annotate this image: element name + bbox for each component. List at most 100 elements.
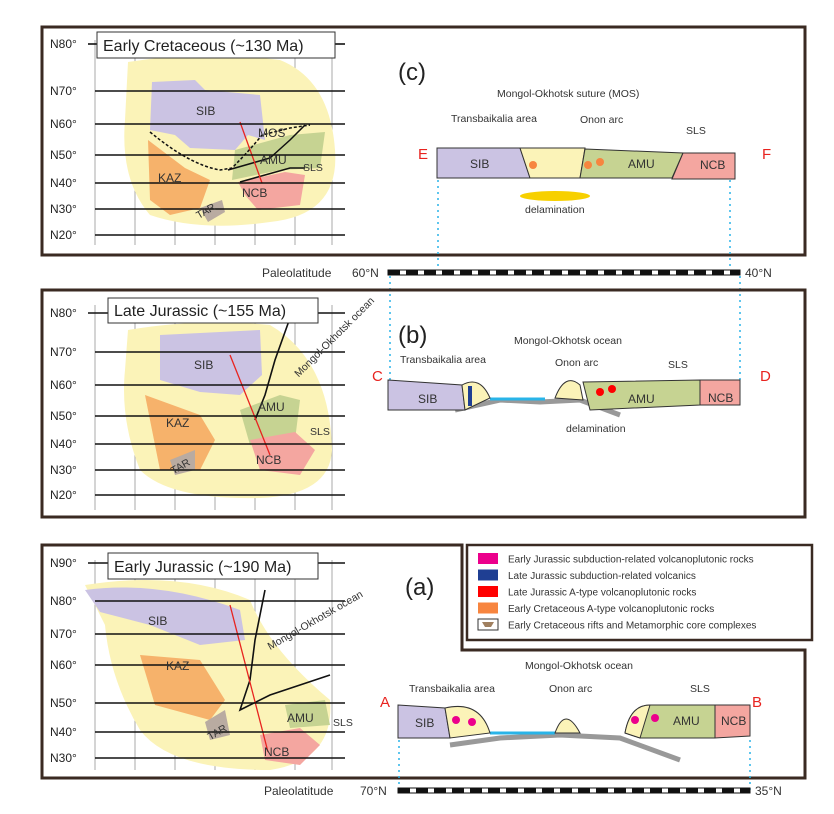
lat-label: N20° <box>50 488 77 502</box>
section-label-onon: Onon arc <box>549 683 592 695</box>
tar-block <box>200 200 225 222</box>
kaz-block <box>148 140 210 215</box>
map-label-sib: SIB <box>196 104 215 118</box>
section-label-sib: SIB <box>418 392 437 406</box>
section-label-sib: SIB <box>415 716 434 730</box>
lat-label: N20° <box>50 228 77 242</box>
map-label-amu: AMU <box>260 153 287 167</box>
lat-label: N50° <box>50 696 77 710</box>
legend-swatch <box>478 553 498 564</box>
lat-label: N80° <box>50 37 77 51</box>
panel-a: N90° N80° N70° N60° N50° N40° N30° Early… <box>40 543 807 792</box>
legend-item: Early Cretaceous rifts and Metamorphic c… <box>477 618 756 632</box>
panel-title: Early Cretaceous (~130 Ma) <box>103 38 304 55</box>
lat-label: N40° <box>50 725 77 739</box>
section-line-cd <box>229 354 271 456</box>
map-label-kaz: KAZ <box>166 416 189 430</box>
scale-right: 35°N <box>755 784 782 798</box>
map-label-mos: MOS <box>258 126 285 140</box>
section-start-label: E <box>418 146 428 163</box>
map-label-sib: SIB <box>148 614 167 628</box>
section-label-sls: SLS <box>668 359 688 371</box>
section-label-ncb: NCB <box>708 391 733 405</box>
section-label-ncb: NCB <box>721 714 746 728</box>
panel-title: Late Jurassic (~155 Ma) <box>114 303 286 320</box>
legend-item: Early Cretaceous A-type volcanoplutonic … <box>478 602 714 615</box>
paleolatitude-scale-cb: Paleolatitude 60°N 40°N <box>262 266 772 280</box>
cross-section-ab: A B SIB AMU NCB Mongol-Okhotsk ocean Tra… <box>380 660 762 763</box>
section-label-suture: Mongol-Okhotsk suture (MOS) <box>497 88 639 100</box>
section-end-label: F <box>762 146 771 163</box>
legend-label: Late Jurassic A-type volcanoplutonic roc… <box>508 588 696 599</box>
section-label-delamination: delamination <box>566 423 626 435</box>
section-start-label: A <box>380 694 390 711</box>
map-grid-c: N80° N70° N60° N50° N40° N30° N20° Early… <box>50 31 345 245</box>
legend-label: Early Jurassic subduction-related volcan… <box>508 555 754 566</box>
legend-swatch <box>478 569 498 581</box>
panel-title: Early Jurassic (~190 Ma) <box>114 559 291 576</box>
cross-section-cd: C D SIB AMU NCB Mongol-Okhotsk ocean Tra… <box>372 335 771 435</box>
subduction-line <box>254 317 291 421</box>
scale-left: 60°N <box>352 266 379 280</box>
legend-item: Late Jurassic A-type volcanoplutonic roc… <box>478 586 696 599</box>
section-label-onon: Onon arc <box>555 357 598 369</box>
lat-label: N60° <box>50 658 77 672</box>
legend: Early Jurassic subduction-related volcan… <box>465 543 814 642</box>
map-label-kaz: KAZ <box>158 171 181 185</box>
lat-label: N60° <box>50 117 77 131</box>
lat-label: N50° <box>50 148 77 162</box>
map-label-ocean: Mongol-Okhotsk ocean <box>266 588 366 652</box>
section-label-onon: Onon arc <box>580 114 623 126</box>
lat-label: N30° <box>50 463 77 477</box>
map-label-ncb: NCB <box>264 745 289 759</box>
section-label-amu: AMU <box>628 157 655 171</box>
lat-label: N30° <box>50 751 77 765</box>
legend-label: Early Cretaceous rifts and Metamorphic c… <box>508 621 756 632</box>
section-label-sls: SLS <box>690 683 710 695</box>
section-end-label: B <box>752 694 762 711</box>
map-label-sib: SIB <box>194 358 213 372</box>
map-label-ncb: NCB <box>256 453 281 467</box>
scale-label: Paleolatitude <box>262 266 332 280</box>
section-label-transbaikalia: Transbaikalia area <box>400 354 486 366</box>
section-label-ncb: NCB <box>700 158 725 172</box>
lat-label: N30° <box>50 202 77 216</box>
fault-line <box>149 124 311 171</box>
sib-block <box>150 80 265 150</box>
map-label-amu: AMU <box>258 400 285 414</box>
panel-label: (a) <box>405 574 434 601</box>
section-label-sls: SLS <box>686 125 706 137</box>
panel-c: N80° N70° N60° N50° N40° N30° N20° Early… <box>40 25 807 272</box>
panel-label: (b) <box>398 322 427 349</box>
section-label-sib: SIB <box>470 157 489 171</box>
title-box <box>107 552 319 580</box>
title-box <box>96 31 336 59</box>
map-label-sls: SLS <box>310 426 330 438</box>
lat-label: N60° <box>50 378 77 392</box>
scale-label: Paleolatitude <box>264 784 334 798</box>
map-label-kaz: KAZ <box>166 659 189 673</box>
legend-item: Late Jurassic subduction-related volcani… <box>478 569 696 582</box>
map-label-amu: AMU <box>287 711 314 725</box>
section-label-transbaikalia: Transbaikalia area <box>451 113 537 125</box>
section-label-transbaikalia: Transbaikalia area <box>409 683 495 695</box>
legend-item: Early Jurassic subduction-related volcan… <box>478 553 754 566</box>
title-box <box>107 297 319 324</box>
cross-section-ef: E F SIB AMU NCB Mongol-Okhotsk suture (M… <box>418 88 771 216</box>
section-label-ocean: Mongol-Okhotsk ocean <box>514 335 622 347</box>
lat-label: N70° <box>50 627 77 641</box>
map-label-sls: SLS <box>303 162 323 174</box>
lat-label: N50° <box>50 409 77 423</box>
legend-swatch <box>478 586 498 597</box>
lat-label: N90° <box>50 556 77 570</box>
lat-label: N80° <box>50 594 77 608</box>
section-line-ef <box>239 121 263 184</box>
lat-label: N70° <box>50 345 77 359</box>
lat-label: N80° <box>50 306 77 320</box>
mos-suture-line <box>227 124 306 171</box>
scale-right: 40°N <box>745 266 772 280</box>
panel-a-frame <box>40 543 807 780</box>
panel-label: (c) <box>398 59 426 86</box>
section-line-ab <box>229 604 269 753</box>
